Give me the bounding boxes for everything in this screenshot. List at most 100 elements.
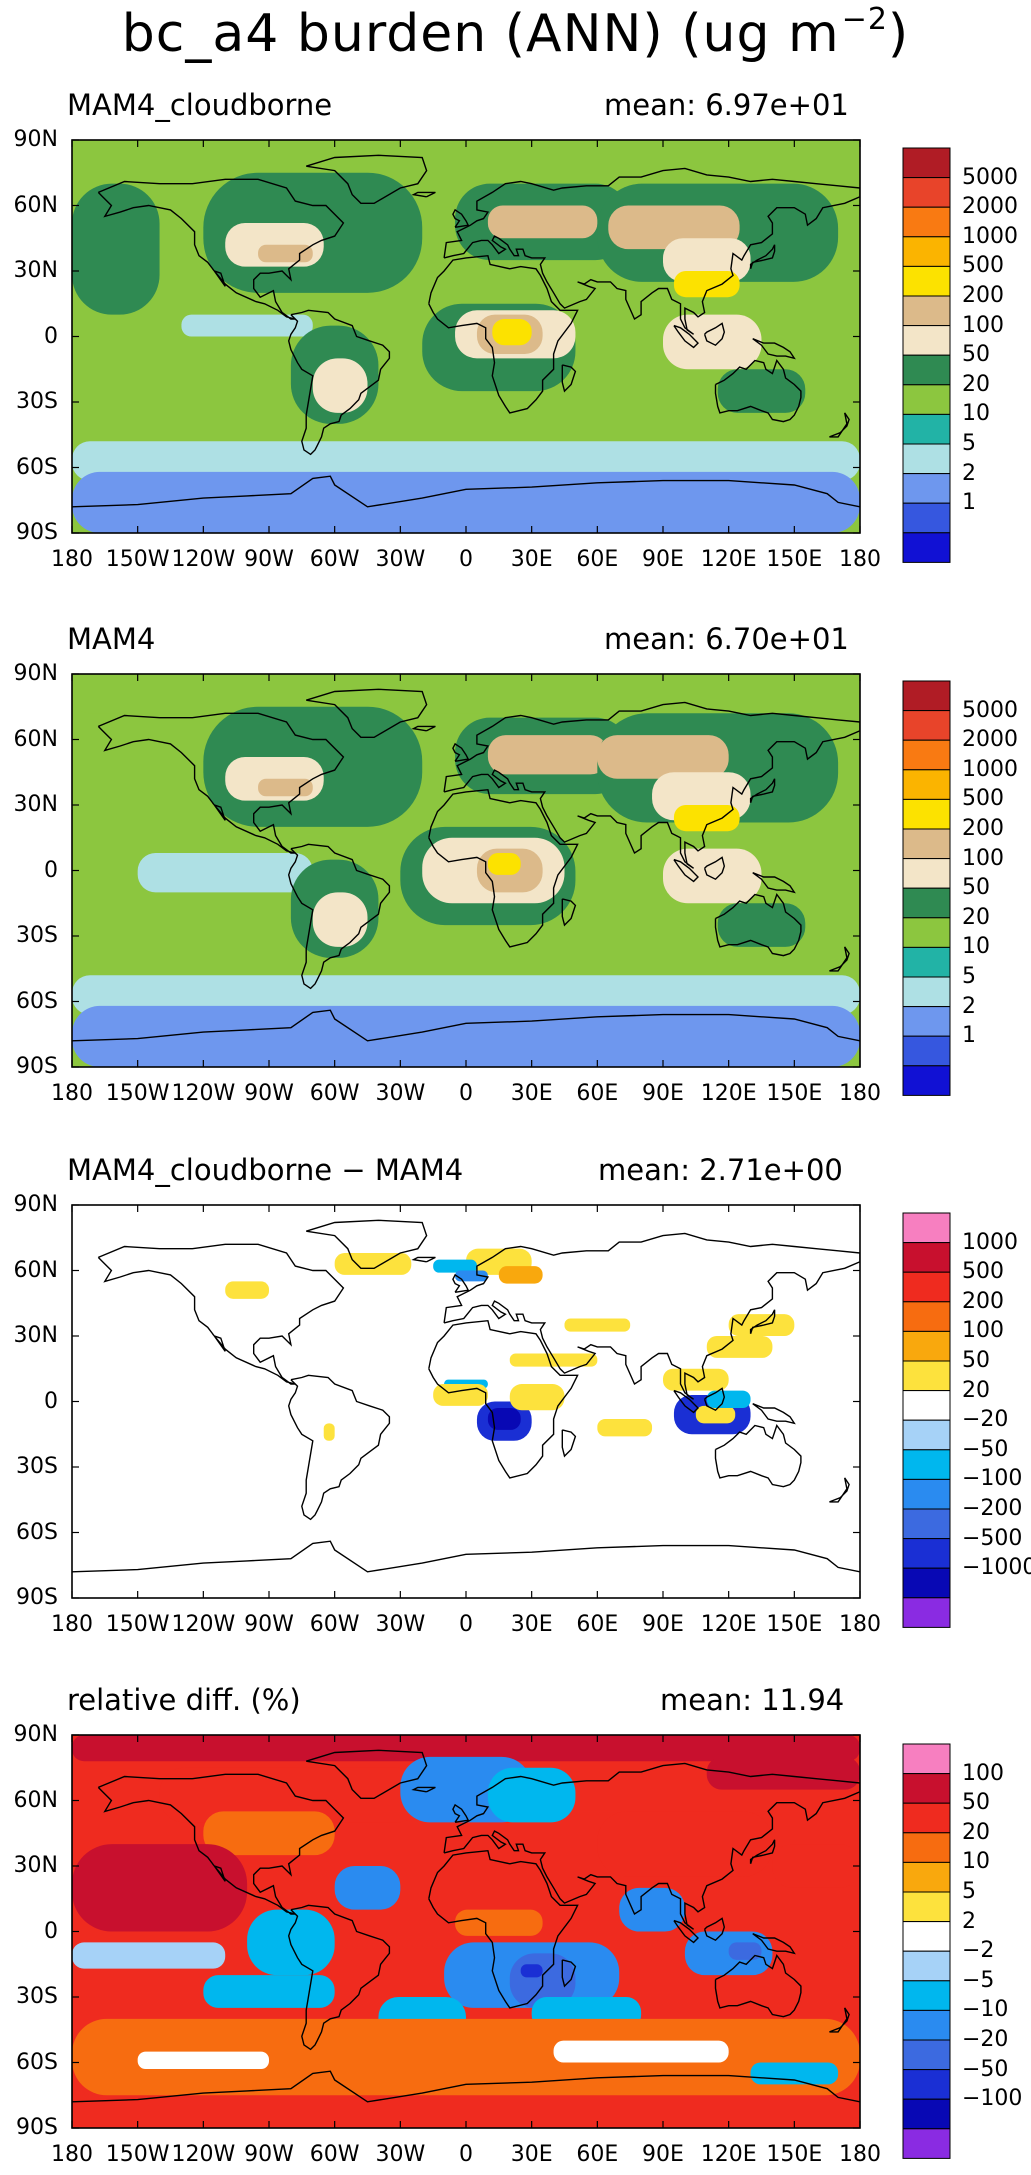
coastline	[305, 1749, 428, 1800]
coastline	[452, 742, 470, 762]
colorbar-label: 2	[962, 993, 976, 1019]
panel-1-title: MAM4_cloudborne	[67, 88, 333, 122]
colorbar-swatch	[902, 1360, 951, 1392]
colorbar-swatch	[902, 1330, 951, 1362]
colorbar-label: 1	[962, 1023, 976, 1049]
y-tick-label: 90N	[13, 1192, 58, 1217]
colorbar-swatch	[902, 1861, 951, 1893]
panel-4-mean: mean: 11.94	[660, 1683, 845, 1717]
x-tick-label: 60E	[576, 1081, 619, 1106]
colorbar-swatch	[902, 1065, 951, 1096]
coastline	[72, 475, 860, 508]
colorbar-swatch	[902, 2039, 951, 2071]
coastline	[428, 1319, 579, 1479]
colorbar-label: −1000	[962, 1555, 1031, 1581]
x-tick-label: 120W	[171, 1081, 236, 1106]
field-region	[663, 238, 751, 282]
colorbar-swatch	[902, 265, 951, 297]
coastline	[443, 167, 860, 335]
field-region	[487, 853, 521, 875]
colorbar-swatch	[902, 1773, 951, 1804]
colorbar-label: 5000	[962, 697, 1018, 723]
coastline	[411, 725, 436, 732]
colorbar-label: −5	[962, 1967, 995, 1993]
y-tick-label: 30N	[13, 792, 58, 817]
x-tick-label: 180	[51, 547, 93, 572]
field-region	[312, 892, 368, 947]
colorbar-label: 5	[962, 1879, 976, 1904]
coastline	[703, 1917, 726, 1942]
colorbar-label: 1000	[962, 1229, 1018, 1255]
field-region	[706, 1336, 773, 1358]
colorbar-label: 50	[962, 342, 990, 368]
panel-3-title: MAM4_cloudborne − MAM4	[67, 1153, 464, 1187]
field-region	[323, 1423, 335, 1441]
field-region	[72, 1942, 226, 1969]
field-region	[520, 1964, 543, 1978]
colorbar-label: 5000	[962, 164, 1018, 190]
colorbar-swatch	[902, 1301, 951, 1332]
colorbar-label: 20	[962, 1819, 990, 1845]
colorbar-swatch	[902, 384, 951, 415]
y-tick-label: 30S	[16, 1454, 58, 1479]
coastline	[561, 364, 577, 393]
colorbar-swatch	[902, 1390, 951, 1421]
y-tick-label: 90S	[16, 1585, 58, 1610]
x-tick-label: 120W	[171, 2142, 236, 2167]
colorbar-swatch	[902, 147, 951, 179]
x-tick-label: 90E	[642, 1081, 684, 1106]
y-tick-label: 60S	[16, 988, 58, 1014]
y-tick-label: 90S	[16, 1054, 58, 1079]
coastline	[673, 1919, 699, 1944]
field-region	[597, 735, 729, 779]
colorbar-label: 1	[962, 490, 976, 516]
colorbar-swatch	[902, 1538, 951, 1569]
x-tick-label: 120E	[700, 547, 757, 572]
colorbar-label: 2000	[962, 727, 1018, 753]
colorbar-label: 10	[962, 401, 990, 427]
colorbar-swatch	[902, 680, 951, 712]
colorbar-swatch	[902, 325, 951, 356]
colorbar-label: −50	[962, 2056, 1009, 2082]
colorbar-swatch	[902, 769, 951, 800]
colorbar-swatch	[902, 828, 951, 860]
y-tick-label: 90N	[13, 1722, 58, 1747]
y-tick-label: 0	[44, 857, 58, 883]
colorbar-label: 200	[962, 1288, 1004, 1314]
y-tick-label: 60S	[16, 1519, 58, 1545]
panel-2-title: MAM4	[67, 622, 156, 656]
y-tick-label: 60N	[13, 192, 58, 218]
field-region	[772, 1844, 860, 1888]
field-region	[717, 903, 806, 947]
colorbar-label: 100	[962, 845, 1004, 871]
x-tick-label: 60E	[576, 2142, 619, 2167]
field-region	[619, 1887, 685, 1932]
field-region	[706, 1390, 751, 1409]
field-region	[509, 1353, 598, 1367]
x-tick-label: 90E	[642, 2142, 684, 2167]
coastline	[411, 1786, 436, 1793]
x-tick-label: 90E	[642, 547, 684, 572]
colorbar-swatch	[902, 1921, 951, 1952]
colorbar-swatch	[902, 177, 951, 208]
x-tick-label: 150W	[105, 1612, 170, 1637]
x-tick-label: 180	[839, 1612, 881, 1637]
coastline	[749, 1309, 776, 1335]
field-region	[137, 2051, 269, 2070]
x-tick-label: 120E	[700, 1612, 757, 1637]
colorbar-label: −20	[962, 1407, 1009, 1433]
y-tick-label: 60N	[13, 1257, 58, 1283]
coastline	[752, 1933, 796, 1955]
coastline	[287, 309, 391, 456]
coastline	[714, 1954, 802, 2018]
x-tick-label: 150W	[105, 1081, 170, 1106]
x-tick-label: 150W	[105, 2142, 170, 2167]
y-tick-label: 0	[44, 1918, 58, 1944]
colorbar-swatch	[902, 1508, 951, 1540]
colorbar-swatch	[902, 295, 951, 327]
y-tick-label: 30N	[13, 1323, 58, 1348]
coastline	[452, 208, 470, 228]
x-tick-label: 180	[839, 1081, 881, 1106]
coastline	[749, 778, 776, 804]
colorbar-swatch	[902, 887, 951, 919]
